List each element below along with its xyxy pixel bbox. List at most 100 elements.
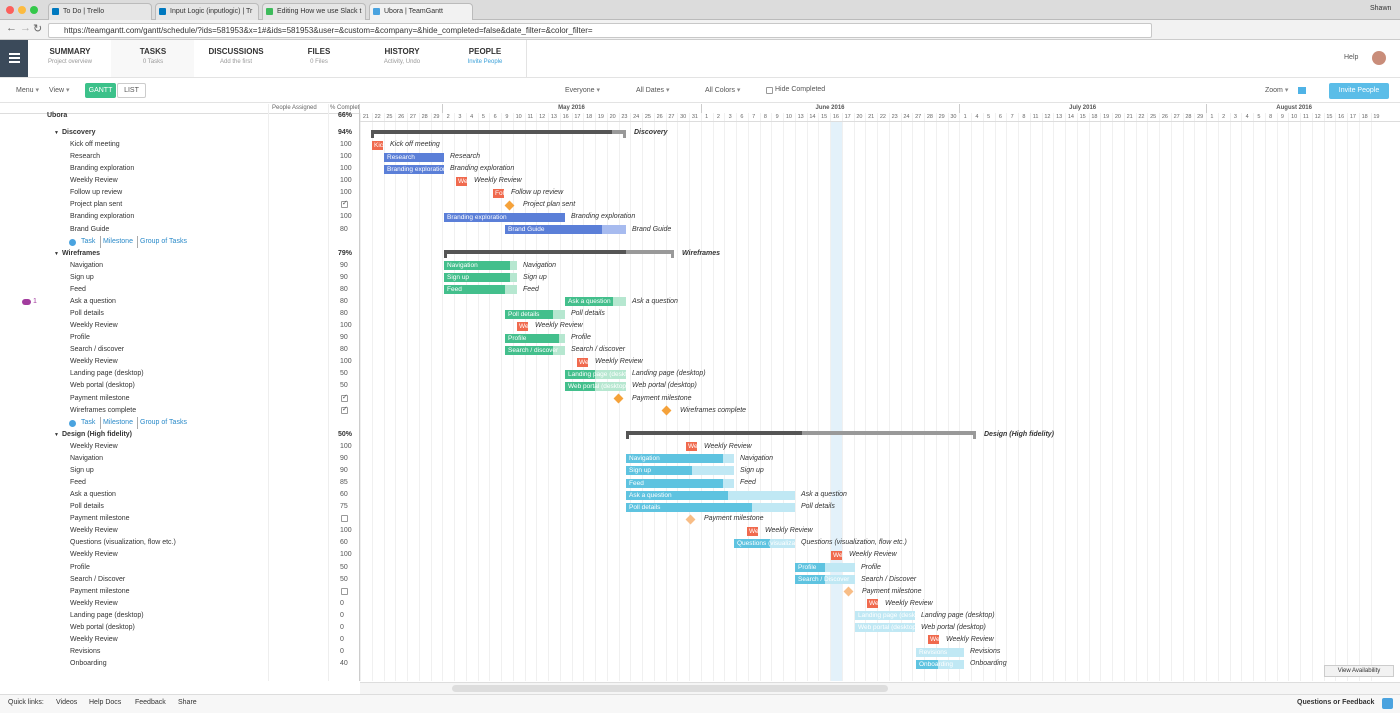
review-box[interactable]: Weekly Review	[456, 176, 467, 186]
avatar[interactable]	[1372, 51, 1386, 65]
milestone-diamond[interactable]	[661, 405, 672, 416]
browser-tab[interactable]: Input Logic (inputlogic) | Tr	[155, 3, 259, 20]
nav-tab[interactable]	[360, 40, 444, 77]
close-dot[interactable]	[6, 6, 14, 14]
toolbar-list[interactable]: LIST	[117, 83, 146, 98]
add-link[interactable]: Milestone	[100, 416, 135, 429]
milestone-diamond[interactable]	[685, 514, 696, 525]
task-bar[interactable]: Questions (visualization, flow etc.)	[734, 538, 795, 548]
day-grid-line	[1206, 113, 1207, 681]
review-box[interactable]: Weekly Review	[686, 442, 697, 452]
task-bar[interactable]: Landing page (desktop)	[855, 611, 915, 621]
task-bar[interactable]: Ask a question	[626, 490, 795, 500]
task-bar[interactable]: Sign up	[626, 466, 734, 476]
task-bar[interactable]: Ask a question	[565, 297, 626, 307]
min-dot[interactable]	[18, 6, 26, 14]
task-bar[interactable]: Feed	[444, 285, 517, 295]
milestone-checkbox[interactable]	[341, 393, 348, 402]
milestone-diamond[interactable]	[843, 586, 854, 597]
task-bar[interactable]: Profile	[795, 563, 855, 573]
bar-label: Weekly Review	[849, 551, 897, 559]
hide-checkbox[interactable]	[766, 87, 773, 94]
nav-tab[interactable]	[194, 40, 278, 77]
add-link[interactable]: Task	[81, 237, 96, 245]
toolbar-hide-completed[interactable]: Hide Completed	[775, 86, 826, 93]
task-bar[interactable]: Poll details	[505, 309, 565, 319]
task-bar[interactable]: Navigation	[626, 454, 734, 464]
browser-tab[interactable]: To Do | Trello	[48, 3, 152, 20]
add-link[interactable]: Task	[81, 418, 96, 426]
footer-link[interactable]: Share	[178, 699, 197, 706]
task-bar[interactable]: Web portal (desktop)	[565, 381, 626, 391]
bar-inner-text: Feed	[447, 286, 462, 294]
add-link[interactable]: Group of Tasks	[137, 235, 189, 248]
add-link[interactable]: Milestone	[100, 235, 135, 248]
comment-icon[interactable]	[22, 298, 31, 305]
bar-label: Design (High fidelity)	[984, 430, 1054, 438]
footer-link[interactable]: Videos	[56, 699, 78, 706]
feedback-link[interactable]: Questions or Feedback	[1297, 699, 1375, 706]
help-link[interactable]: Help	[1344, 54, 1359, 61]
task-bar[interactable]: Search / discover	[505, 345, 565, 355]
milestone-checkbox[interactable]	[341, 515, 348, 523]
task-bar[interactable]: Profile	[505, 333, 565, 343]
task-bar[interactable]: Brand Guide	[505, 225, 626, 235]
review-box[interactable]: Weekly Review	[517, 321, 528, 331]
task-bar[interactable]: Search / Discover	[795, 575, 855, 585]
toolbar-invite[interactable]: Invite People	[1329, 83, 1389, 99]
nav-tab[interactable]	[28, 40, 112, 77]
nav-tab[interactable]	[443, 40, 527, 77]
task-bar[interactable]: Branding exploration	[384, 164, 444, 174]
task-bar[interactable]: Navigation	[444, 261, 517, 271]
forward-arrow[interactable]: →	[20, 22, 31, 34]
bar-inner-text: Navigation	[447, 262, 478, 270]
toolbar-menu[interactable]: Menu	[16, 86, 39, 94]
footer-link[interactable]: Help Docs	[89, 699, 122, 706]
task-bar[interactable]: Sign up	[444, 273, 517, 283]
add-link[interactable]: Group of Tasks	[137, 416, 189, 429]
url-field[interactable]	[48, 23, 1152, 38]
day-label: 8	[1022, 114, 1026, 120]
task-bar[interactable]: Research	[384, 152, 444, 162]
toolbar-zoom[interactable]: Zoom	[1265, 86, 1288, 94]
toolbar-view[interactable]: View	[49, 86, 70, 94]
review-box[interactable]: Weekly Review	[747, 526, 758, 536]
task-bar[interactable]: Landing page (desktop)	[565, 369, 626, 379]
task-bar[interactable]: Feed	[626, 478, 734, 488]
milestone-checkbox[interactable]	[341, 587, 348, 595]
browser-tab[interactable]: Editing How we use Slack t	[262, 3, 366, 20]
toolbar-gantt[interactable]: GANTT	[85, 83, 116, 98]
toolbar-dates[interactable]: All Dates	[636, 86, 669, 94]
max-dot[interactable]	[30, 6, 38, 14]
review-box[interactable]: Weekly Review	[577, 357, 588, 367]
footer-link[interactable]: Feedback	[135, 699, 166, 706]
help-icon[interactable]	[1382, 698, 1393, 709]
reload[interactable]: ↻	[33, 23, 43, 35]
scroll-thumb[interactable]	[452, 685, 888, 692]
day-label: 9	[775, 114, 779, 120]
availability-button[interactable]: View Availability	[1324, 665, 1394, 677]
review-box[interactable]: Kick off meeting	[372, 140, 383, 150]
milestone-diamond[interactable]	[613, 393, 624, 404]
review-box[interactable]: Weekly Review	[867, 599, 878, 609]
browser-tab[interactable]: Ubora | TeamGantt	[369, 3, 473, 20]
back-arrow[interactable]: ←	[6, 22, 17, 34]
task-bar[interactable]: Poll details	[626, 502, 795, 512]
toolbar-everyone[interactable]: Everyone	[565, 86, 600, 94]
task-bar[interactable]: Web portal (desktop)	[855, 623, 915, 633]
toolbar-colors[interactable]: All Colors	[705, 86, 740, 94]
review-box[interactable]: Weekly Review	[831, 550, 842, 560]
task-bar[interactable]: Revisions	[916, 647, 964, 657]
milestone-checkbox[interactable]	[341, 405, 348, 414]
summary-progress	[626, 431, 802, 436]
review-box[interactable]: Weekly Review	[928, 635, 939, 645]
color-filter[interactable]	[1298, 87, 1306, 94]
project-percent: 66%	[338, 112, 353, 119]
day-grid-line	[806, 113, 808, 681]
review-box[interactable]: Follow up review	[493, 188, 504, 198]
nav-tab[interactable]	[277, 40, 361, 77]
milestone-checkbox[interactable]	[341, 199, 348, 209]
task-bar[interactable]: Onboarding	[916, 659, 964, 669]
task-bar[interactable]: Branding exploration	[444, 212, 565, 222]
hamburger[interactable]	[0, 40, 28, 77]
